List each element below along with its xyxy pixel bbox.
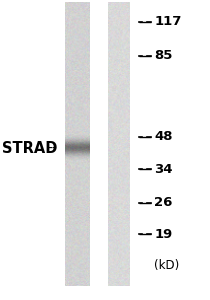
Text: 117: 117 [154, 15, 182, 28]
Text: 48: 48 [154, 130, 173, 143]
Text: --: -- [47, 142, 57, 155]
Text: (kD): (kD) [154, 259, 180, 272]
Text: STRAD: STRAD [2, 141, 58, 156]
Text: 85: 85 [154, 49, 173, 62]
Text: 26: 26 [154, 196, 173, 209]
Text: 34: 34 [154, 163, 173, 176]
Text: 19: 19 [154, 227, 173, 241]
